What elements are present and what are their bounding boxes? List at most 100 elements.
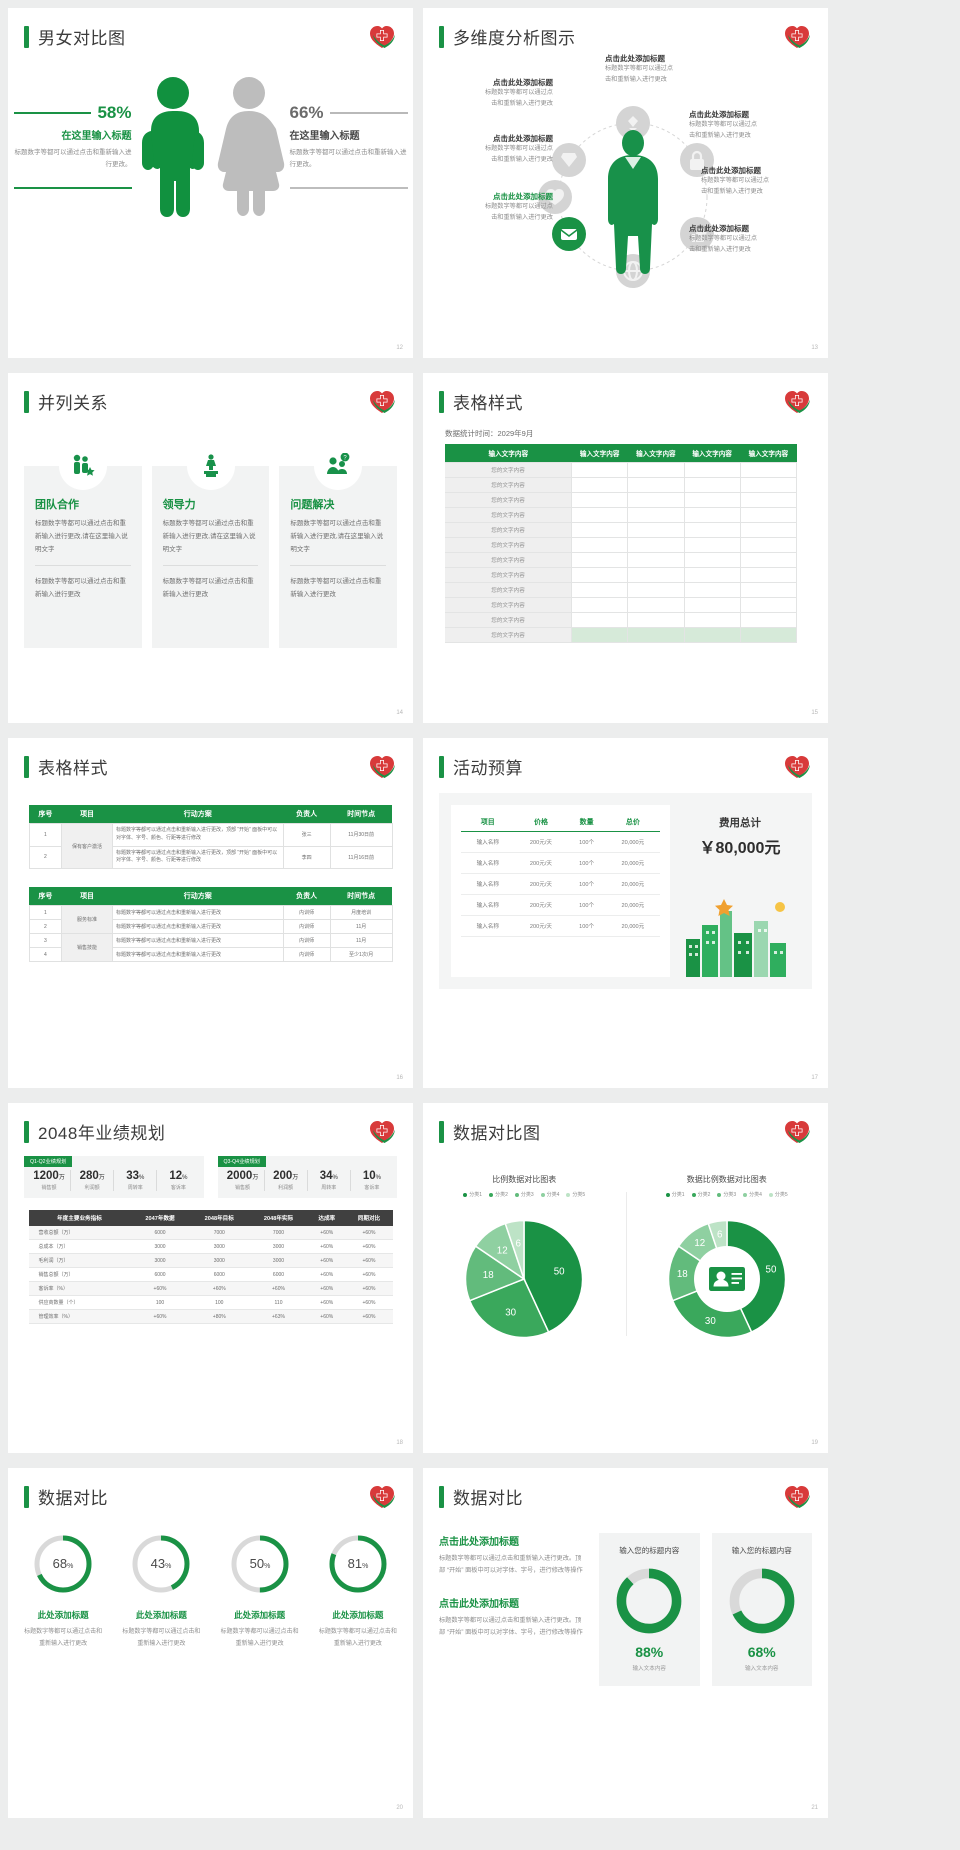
slide-15[interactable]: 表格样式 数据统计时间：2029年9月 输入文字内容 输入文字内容 输入文字内容… (423, 373, 828, 723)
slide-21[interactable]: 数据对比 点击此处添加标题 标题数字等都可以通过点击和重新输入进行更改。顶部 “… (423, 1468, 828, 1818)
table-row: 您的文字内容 (445, 462, 798, 478)
table-row: 1 服务标准 标题数字等都可以通过点击和重新输入进行更改 内训师 月度培训 (28, 905, 393, 934)
table-cell: 100 (130, 1295, 190, 1310)
cell-qty: 100个 (567, 873, 606, 895)
ring-value: 50% (249, 1556, 270, 1571)
cell-time: 至少1次/月 (329, 947, 393, 962)
slide-20[interactable]: 数据对比 68% 此处添加标题 标题数字等都可以通过点击和重新输入进行更改 43% 此处… (8, 1468, 413, 1818)
cell-item: 输入名称 (461, 831, 515, 853)
title-accent-bar (24, 1120, 29, 1143)
table-header-cell: 输入文字内容 (571, 444, 628, 463)
table-cell (739, 522, 798, 538)
card-problem-solving[interactable]: ? 问题解决 标题数字等都可以通过点击和重新输入进行更改,请在这里输入说明文字 … (279, 442, 398, 648)
cell-time: 11月 (329, 933, 393, 948)
pie-slice-label: 6 (717, 1230, 722, 1241)
slide-title-row: 表格样式 (8, 738, 413, 779)
table-cell (627, 567, 685, 583)
svg-text:?: ? (344, 456, 348, 462)
kpi-label: 客诉率 (170, 1185, 186, 1191)
kpi-number: 33% (126, 1170, 145, 1182)
table-body: 营收总额（万） 6000 7000 7000 +60% +60% 总成本（万） 3000 300… (28, 1226, 393, 1324)
legend-label: 分类1 (671, 1192, 685, 1198)
comparison-layout: 点击此处添加标题 标题数字等都可以通过点击和重新输入进行更改。顶部 “开始” 面… (423, 1533, 828, 1686)
title-accent-bar (439, 390, 444, 413)
table-header-cell: 行动方案 (112, 887, 284, 906)
cell-item: 输入名称 (461, 915, 515, 937)
table-row: 营收总额（万） 6000 7000 7000 +60% +60% (28, 1226, 393, 1240)
donut-cards: 输入您的标题内容 88% 输入文本内容 输入您的标题内容 68% 输入文本内容 (599, 1533, 812, 1686)
donut-card[interactable]: 输入您的标题内容 88% 输入文本内容 (599, 1533, 700, 1686)
performance-table[interactable]: 年度主要业务指标 2047年数据 2048年目标 2048年实际 达成率 同期对比 营收总… (28, 1210, 393, 1324)
slide-13[interactable]: 多维度分析图示 (423, 8, 828, 358)
table-row: 供应商数量（个） 100 100 110 +60% +60% (28, 1295, 393, 1310)
kpi-number: 10% (362, 1170, 381, 1182)
table-cell: 3000 (130, 1253, 190, 1268)
slide-17[interactable]: 活动预算 项目 价格 数量 总价 输入名称 200元/天 100个 20, (423, 738, 828, 1088)
page-number: 16 (396, 1075, 403, 1081)
table-cell (627, 477, 685, 493)
kpi-number: 12% (169, 1170, 188, 1182)
legend-label: 分类4 (546, 1192, 560, 1198)
ring-chart: 81% (329, 1535, 387, 1593)
cell-time: 11月30日前 (329, 823, 393, 847)
kpi-cell: 12% 客诉率 (157, 1170, 199, 1191)
card-leadership[interactable]: 领导力 标题数字等都可以通过点击和重新输入进行更改,请在这里输入说明文字 标题数… (151, 442, 270, 648)
legend-swatch (691, 1192, 696, 1197)
male-heading: 在这里输入标题 (61, 130, 132, 142)
table-header-cell: 项目 (61, 887, 113, 906)
pie-slice-label: 30 (705, 1316, 716, 1327)
slide-14[interactable]: 并列关系 团队合作 标题数字等都可以通过点击和重新输入 (8, 373, 413, 723)
action-plan-table-1[interactable]: 序号 项目 行动方案 负责人 时间节点 1 保有客户激活 标题数字等都可以通过点… (28, 805, 393, 869)
sample-table[interactable]: 输入文字内容 输入文字内容 输入文字内容 输入文字内容 输入文字内容 您的文字内… (445, 444, 798, 643)
ring-value: 81% (348, 1556, 369, 1571)
ring-body: 标题数字等都可以通过点击和重新输入进行更改 (122, 1629, 201, 1647)
page-number: 13 (811, 345, 818, 351)
action-plan-table-2[interactable]: 序号 项目 行动方案 负责人 时间节点 1 服务标准 标题数字等都可以通过点击和… (28, 887, 393, 962)
businessman-silhouette-icon (608, 130, 658, 274)
table-cell: 7000 (189, 1226, 249, 1240)
table-cell (627, 627, 685, 643)
ring-item: 81% 此处添加标题 标题数字等都可以通过点击和重新输入进行更改 (309, 1531, 407, 1650)
cell-owner: 内训师 (282, 933, 331, 948)
block-heading: 点击此处添加标题 (439, 1537, 519, 1548)
table-body: 输入名称 200元/天 100个 20,000元 输入名称 200元/天 100个 20,00… (461, 831, 660, 937)
table-header-cell: 达成率 (308, 1210, 346, 1226)
table-header-cell: 输入文字内容 (740, 444, 797, 463)
pie-slice (468, 1278, 550, 1339)
table-row: 您的文字内容 (445, 537, 798, 553)
slide-12[interactable]: 男女对比图 58% 在这里输入标题 标题数字等都可以通过点击和重新 (8, 8, 413, 358)
cell-item: 销售技能 (61, 933, 113, 962)
pie-slice (504, 1219, 525, 1280)
budget-table-card[interactable]: 项目 价格 数量 总价 输入名称 200元/天 100个 20,000元 输入名称 200… (451, 805, 670, 977)
card-team[interactable]: 团队合作 标题数字等都可以通过点击和重新输入进行更改,请在这里输入说明文字 标题… (24, 442, 142, 648)
legend-item: 分类3 (514, 1191, 534, 1198)
legend-item: 分类5 (768, 1191, 788, 1198)
cell-time: 11月 (329, 919, 393, 934)
page-title: 并列关系 (38, 394, 108, 413)
table-cell: 3000 (189, 1253, 249, 1268)
pie-slice-label: 6 (516, 1238, 521, 1249)
table-cell (683, 597, 741, 613)
table-row: 总成本（万） 3000 3000 3000 +60% +60% (28, 1239, 393, 1254)
wheel-item-body: 标题数字等都可以通过点 击和重新输入进行更改 (689, 235, 758, 254)
slide-19[interactable]: 数据对比图 比例数据对比图表 分类1 分类2 分类3 分类4 分类5 50 30 18 12 6… (423, 1103, 828, 1453)
card-caption: 输入文本内容 (632, 1666, 667, 1672)
wheel-item-5: 点击此处添加标题 标题数字等都可以通过点 击和重新输入进行更改 (689, 109, 825, 142)
wheel-item-heading: 点击此处添加标题 (689, 110, 749, 119)
table-header-cell: 输入文字内容 (684, 444, 741, 463)
pie-slice-label: 30 (505, 1307, 516, 1318)
cell-qty: 100个 (567, 915, 606, 937)
slide-16[interactable]: 表格样式 序号 项目 行动方案 负责人 时间节点 (8, 738, 413, 1088)
kpi-tag: Q1-Q2业绩规划 (24, 1156, 73, 1167)
slide-18[interactable]: 2048年业绩规划 Q1-Q2业绩规划 1200万 销售额 280万 利润额 33% 周转… (8, 1103, 413, 1453)
table-row: 您的文字内容 (445, 597, 798, 613)
donut-card[interactable]: 输入您的标题内容 68% 输入文本内容 (711, 1533, 812, 1686)
table-cell: +60% (308, 1309, 346, 1324)
legend-label: 分类1 (469, 1192, 483, 1198)
data-timestamp-note: 数据统计时间：2029年9月 (445, 429, 534, 438)
ring-heading: 此处添加标题 (37, 1610, 89, 1620)
legend-label: 分类3 (723, 1192, 737, 1198)
chart-title: 数据比例数据对比图表 (686, 1175, 767, 1184)
legend-swatch (768, 1192, 773, 1197)
page-number: 19 (811, 1440, 818, 1446)
